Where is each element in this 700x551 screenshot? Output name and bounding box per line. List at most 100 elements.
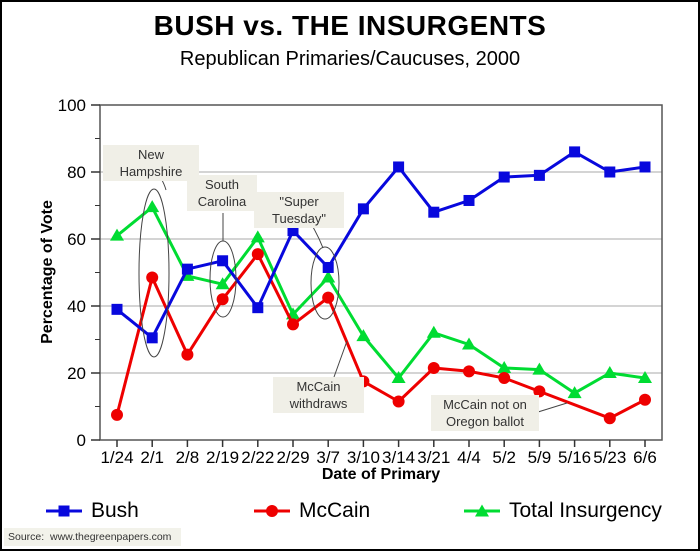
mccain-point-5-9 — [533, 385, 546, 398]
mccain-point-2-22 — [251, 248, 264, 261]
total-insurgency-point-5-2 — [497, 360, 512, 373]
mccain-point-3-14 — [392, 395, 405, 408]
bush-point-5-16 — [569, 146, 581, 158]
annotation-text: New Hampshire — [119, 147, 183, 179]
mccain-point-4-4 — [463, 365, 475, 378]
bush-point-6-6 — [639, 161, 651, 173]
annotation-text: South — [205, 177, 239, 192]
annotation-text: Oregon ballot — [445, 414, 525, 429]
y-tick-label: 0 — [77, 431, 86, 450]
total-insurgency-point-1-24 — [110, 228, 124, 241]
x-tick-label: 2/1 — [140, 448, 164, 467]
legend-item-mccain: McCain — [254, 499, 370, 523]
mccain-point-2-1 — [146, 271, 159, 284]
annotation-text: withdraws — [289, 396, 348, 411]
bush-point-2-29 — [287, 225, 299, 237]
chart-subtitle: Republican Primaries/Caucuses, 2000 — [179, 48, 521, 70]
mccain-point-3-7 — [322, 291, 335, 304]
y-tick-label: 100 — [58, 96, 86, 115]
bush-point-2-8 — [181, 263, 193, 275]
annotation-ellipse — [310, 246, 340, 320]
x-tick-label: 3/7 — [316, 448, 340, 467]
total-insurgency-point-3-7 — [321, 270, 336, 283]
bush-point-3-7 — [322, 261, 334, 273]
bush-point-5-2 — [498, 171, 510, 183]
bush-point-3-10 — [357, 203, 369, 215]
annotation-leader-line — [537, 402, 568, 413]
x-tick-label: 4/4 — [457, 448, 481, 467]
total-insurgency-point-6-6 — [638, 371, 652, 384]
total-insurgency-legend-marker — [464, 504, 500, 517]
bush-point-2-1 — [146, 332, 158, 344]
mccain-legend-marker — [254, 505, 290, 517]
y-tick-label: 40 — [67, 297, 86, 316]
mccain-point-1-24 — [111, 408, 123, 421]
legend-item-total-insurgency: Total Insurgency — [464, 499, 662, 523]
annotation-text: McCain not on — [443, 397, 527, 412]
x-tick-label: 2/19 — [206, 448, 239, 467]
total-insurgency-line — [116, 205, 646, 395]
mccain-point-5-2 — [498, 372, 511, 385]
legend-label: Bush — [91, 499, 139, 522]
total-insurgency-point-5-16 — [567, 386, 582, 399]
x-tick-label: 5/16 — [558, 448, 591, 467]
total-insurgency-point-5-23 — [602, 366, 617, 378]
bush-line — [116, 150, 646, 340]
legend-label: Total Insurgency — [509, 499, 662, 522]
source-note: Source: www.thegreenpapers.com — [4, 528, 182, 546]
x-axis-title: Date of Primary — [321, 466, 441, 483]
x-tick-label: 1/24 — [100, 448, 133, 467]
bush-point-2-19 — [217, 255, 229, 267]
total-insurgency-point-3-21 — [426, 325, 441, 338]
bush-point-3-21 — [428, 206, 440, 218]
chart-title: BUSH vs. THE INSURGENTS — [153, 10, 547, 41]
bush-point-4-4 — [463, 194, 475, 206]
mccain-point-3-21 — [427, 361, 440, 374]
x-tick-label: 2/8 — [176, 448, 200, 467]
y-axis-title: Percentage of Vote — [39, 200, 56, 344]
x-tick-label: 3/21 — [417, 448, 450, 467]
bush-legend-marker — [46, 505, 82, 517]
annotation-south-carolina: South Carolina — [187, 175, 257, 211]
bush-point-5-23 — [604, 166, 616, 178]
y-tick-label: 80 — [67, 163, 86, 182]
x-tick-label: 2/22 — [241, 448, 274, 467]
x-tick-label: 2/29 — [276, 448, 309, 467]
y-tick-label: 20 — [67, 364, 86, 383]
total-insurgency-point-2-22 — [250, 230, 265, 243]
total-insurgency-point-4-4 — [462, 337, 476, 350]
x-tick-label: 5/2 — [492, 448, 516, 467]
bush-point-3-14 — [393, 161, 405, 173]
annotation-mccain-withdraws: McCain withdraws — [273, 377, 364, 413]
bush-point-5-9 — [533, 169, 545, 181]
bush-point-1-24 — [111, 303, 123, 315]
total-insurgency-point-2-19 — [215, 277, 230, 290]
legend-label: McCain — [299, 499, 371, 522]
mccain-point-2-19 — [216, 293, 229, 306]
annotation-new-hampshire: New Hampshire — [103, 145, 199, 181]
legend-item-bush: Bush — [46, 499, 139, 523]
bush-point-2-22 — [252, 302, 264, 314]
mccain-point-6-6 — [639, 393, 651, 406]
mccain-point-2-8 — [181, 348, 194, 361]
mccain-point-2-29 — [287, 318, 299, 331]
annotation-text: Carolina — [197, 194, 247, 209]
annotation-mccain-oregon: McCain not on Oregon ballot — [431, 395, 539, 431]
total-insurgency-point-5-9 — [532, 362, 547, 375]
y-tick-label: 60 — [67, 230, 86, 249]
x-tick-label: 6/6 — [633, 448, 657, 467]
total-insurgency-point-2-1 — [145, 200, 160, 213]
mccain-point-5-23 — [603, 412, 616, 425]
total-insurgency-point-3-14 — [391, 371, 406, 384]
annotation-super-tuesday: "Super Tuesday" — [254, 192, 344, 228]
x-tick-label: 3/10 — [347, 448, 380, 467]
annotation-leader-line — [333, 340, 348, 378]
x-tick-label: 5/23 — [593, 448, 626, 467]
total-insurgency-point-3-10 — [356, 329, 371, 342]
x-tick-label: 5/9 — [528, 448, 552, 467]
annotation-ellipse — [138, 188, 170, 358]
annotation-text: McCain — [296, 379, 341, 394]
x-tick-label: 3/14 — [382, 448, 415, 467]
